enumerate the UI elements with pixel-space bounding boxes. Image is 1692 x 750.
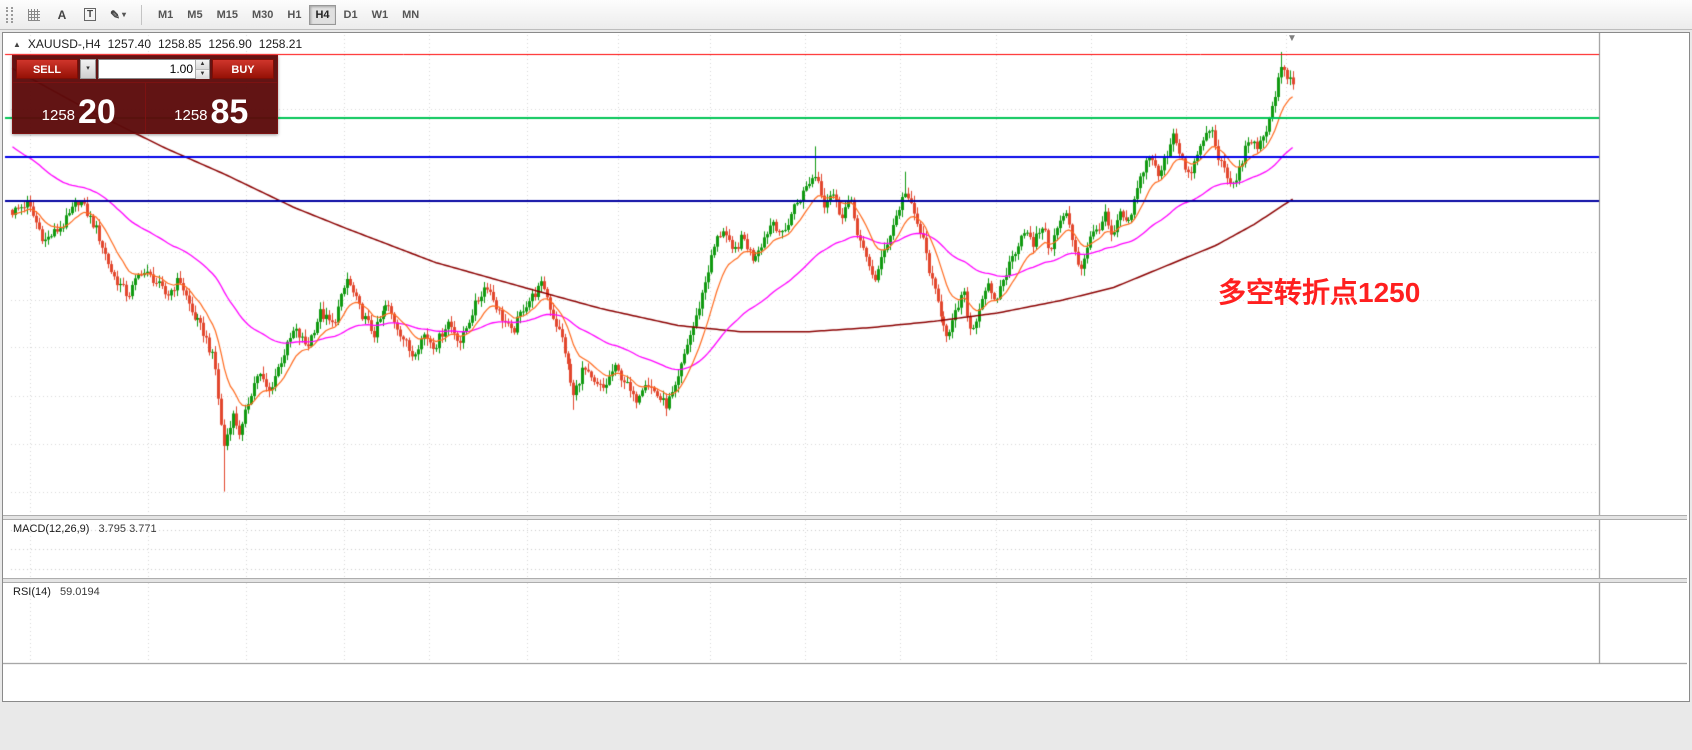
text-label-tool-button[interactable]: A <box>49 4 75 26</box>
sell-price-pips: 20 <box>78 93 116 132</box>
toolbar-separator <box>141 4 142 25</box>
grid-pattern-icon <box>28 8 40 21</box>
ohlc-high: 1258.85 <box>158 37 202 51</box>
pencil-icon: ✎ <box>109 7 121 22</box>
timeframe-button-h4[interactable]: H4 <box>309 4 336 25</box>
timeframe-button-m15[interactable]: M15 <box>211 5 244 25</box>
chevron-down-icon: ▾ <box>122 10 127 19</box>
text-box-icon: T <box>83 8 97 21</box>
timeframe-toolbar: M1 M5 M15 M30 H1 H4 D1 W1 MN <box>151 4 426 25</box>
macd-indicator-label: MACD(12,26,9) 3.795 3.771 <box>13 523 157 535</box>
timeframe-button-d1[interactable]: D1 <box>338 5 364 25</box>
macd-name: MACD(12,26,9) <box>13 523 90 535</box>
volume-spinner: ▲ ▼ <box>195 60 209 79</box>
price-axis[interactable] <box>1600 33 1686 699</box>
chart-ohlc-header: ▲ XAUUSD-,H4 1257.40 1258.85 1256.90 125… <box>13 37 302 51</box>
symbol-marker-icon: ▲ <box>13 39 21 49</box>
order-type-dropdown[interactable]: ▾ <box>80 59 96 79</box>
volume-input[interactable] <box>99 60 209 78</box>
buy-price-big-figure: 1258 <box>174 107 208 124</box>
timeframe-button-m30[interactable]: M30 <box>246 5 279 25</box>
chart-canvas[interactable] <box>3 33 1687 699</box>
draw-tool-button[interactable]: ✎ ▾ <box>105 4 131 26</box>
panel-splitter-rsi[interactable] <box>3 578 1687 583</box>
scroll-to-end-marker[interactable]: ▼ <box>1287 33 1297 44</box>
rsi-values: 59.0194 <box>59 586 100 598</box>
rsi-name: RSI(14) <box>13 586 51 598</box>
letter-a-icon: A <box>57 7 67 22</box>
chart-annotation-text[interactable]: 多空转折点1250 <box>1218 277 1421 308</box>
top-toolbar: A T ✎ ▾ M1 M5 M15 M30 H1 H4 D1 W1 MN <box>0 0 1692 30</box>
timeframe-button-m5[interactable]: M5 <box>181 5 208 25</box>
ohlc-open: 1257.40 <box>107 37 151 51</box>
spin-up-button[interactable]: ▲ <box>196 60 209 70</box>
sell-price-big-figure: 1258 <box>41 107 76 124</box>
buy-price-display: 1258 85 <box>146 83 278 133</box>
time-axis[interactable] <box>3 665 1599 695</box>
timeframe-button-w1[interactable]: W1 <box>366 5 395 25</box>
timeframe-button-mn[interactable]: MN <box>396 5 425 25</box>
ohlc-close: 1258.21 <box>258 37 303 51</box>
volume-field: ▲ ▼ <box>98 59 210 79</box>
rsi-indicator-label: RSI(14) 59.0194 <box>13 586 100 598</box>
chart-window: ▲ XAUUSD-,H4 1257.40 1258.85 1256.90 125… <box>2 32 1690 702</box>
sell-price-display: 1258 20 <box>13 83 146 133</box>
grid-pattern-tool-button[interactable] <box>21 4 47 26</box>
ohlc-low: 1256.90 <box>208 37 252 51</box>
spin-down-button[interactable]: ▼ <box>196 70 209 79</box>
timeframe-button-h1[interactable]: H1 <box>281 5 307 25</box>
sell-button[interactable]: SELL <box>16 59 78 79</box>
one-click-trading-panel: SELL ▾ ▲ ▼ BUY 1258 20 1258 85 <box>12 55 278 134</box>
buy-button[interactable]: BUY <box>212 59 274 79</box>
chevron-down-icon: ▾ <box>86 65 90 72</box>
macd-values: 3.795 3.771 <box>98 523 157 535</box>
panel-splitter-macd[interactable] <box>3 515 1687 520</box>
timeframe-button-m1[interactable]: M1 <box>152 5 179 25</box>
text-box-tool-button[interactable]: T <box>77 4 103 26</box>
toolbar-grip-handle[interactable] <box>6 6 13 23</box>
symbol-title: XAUUSD-,H4 <box>27 37 101 51</box>
buy-price-pips: 85 <box>210 93 249 132</box>
